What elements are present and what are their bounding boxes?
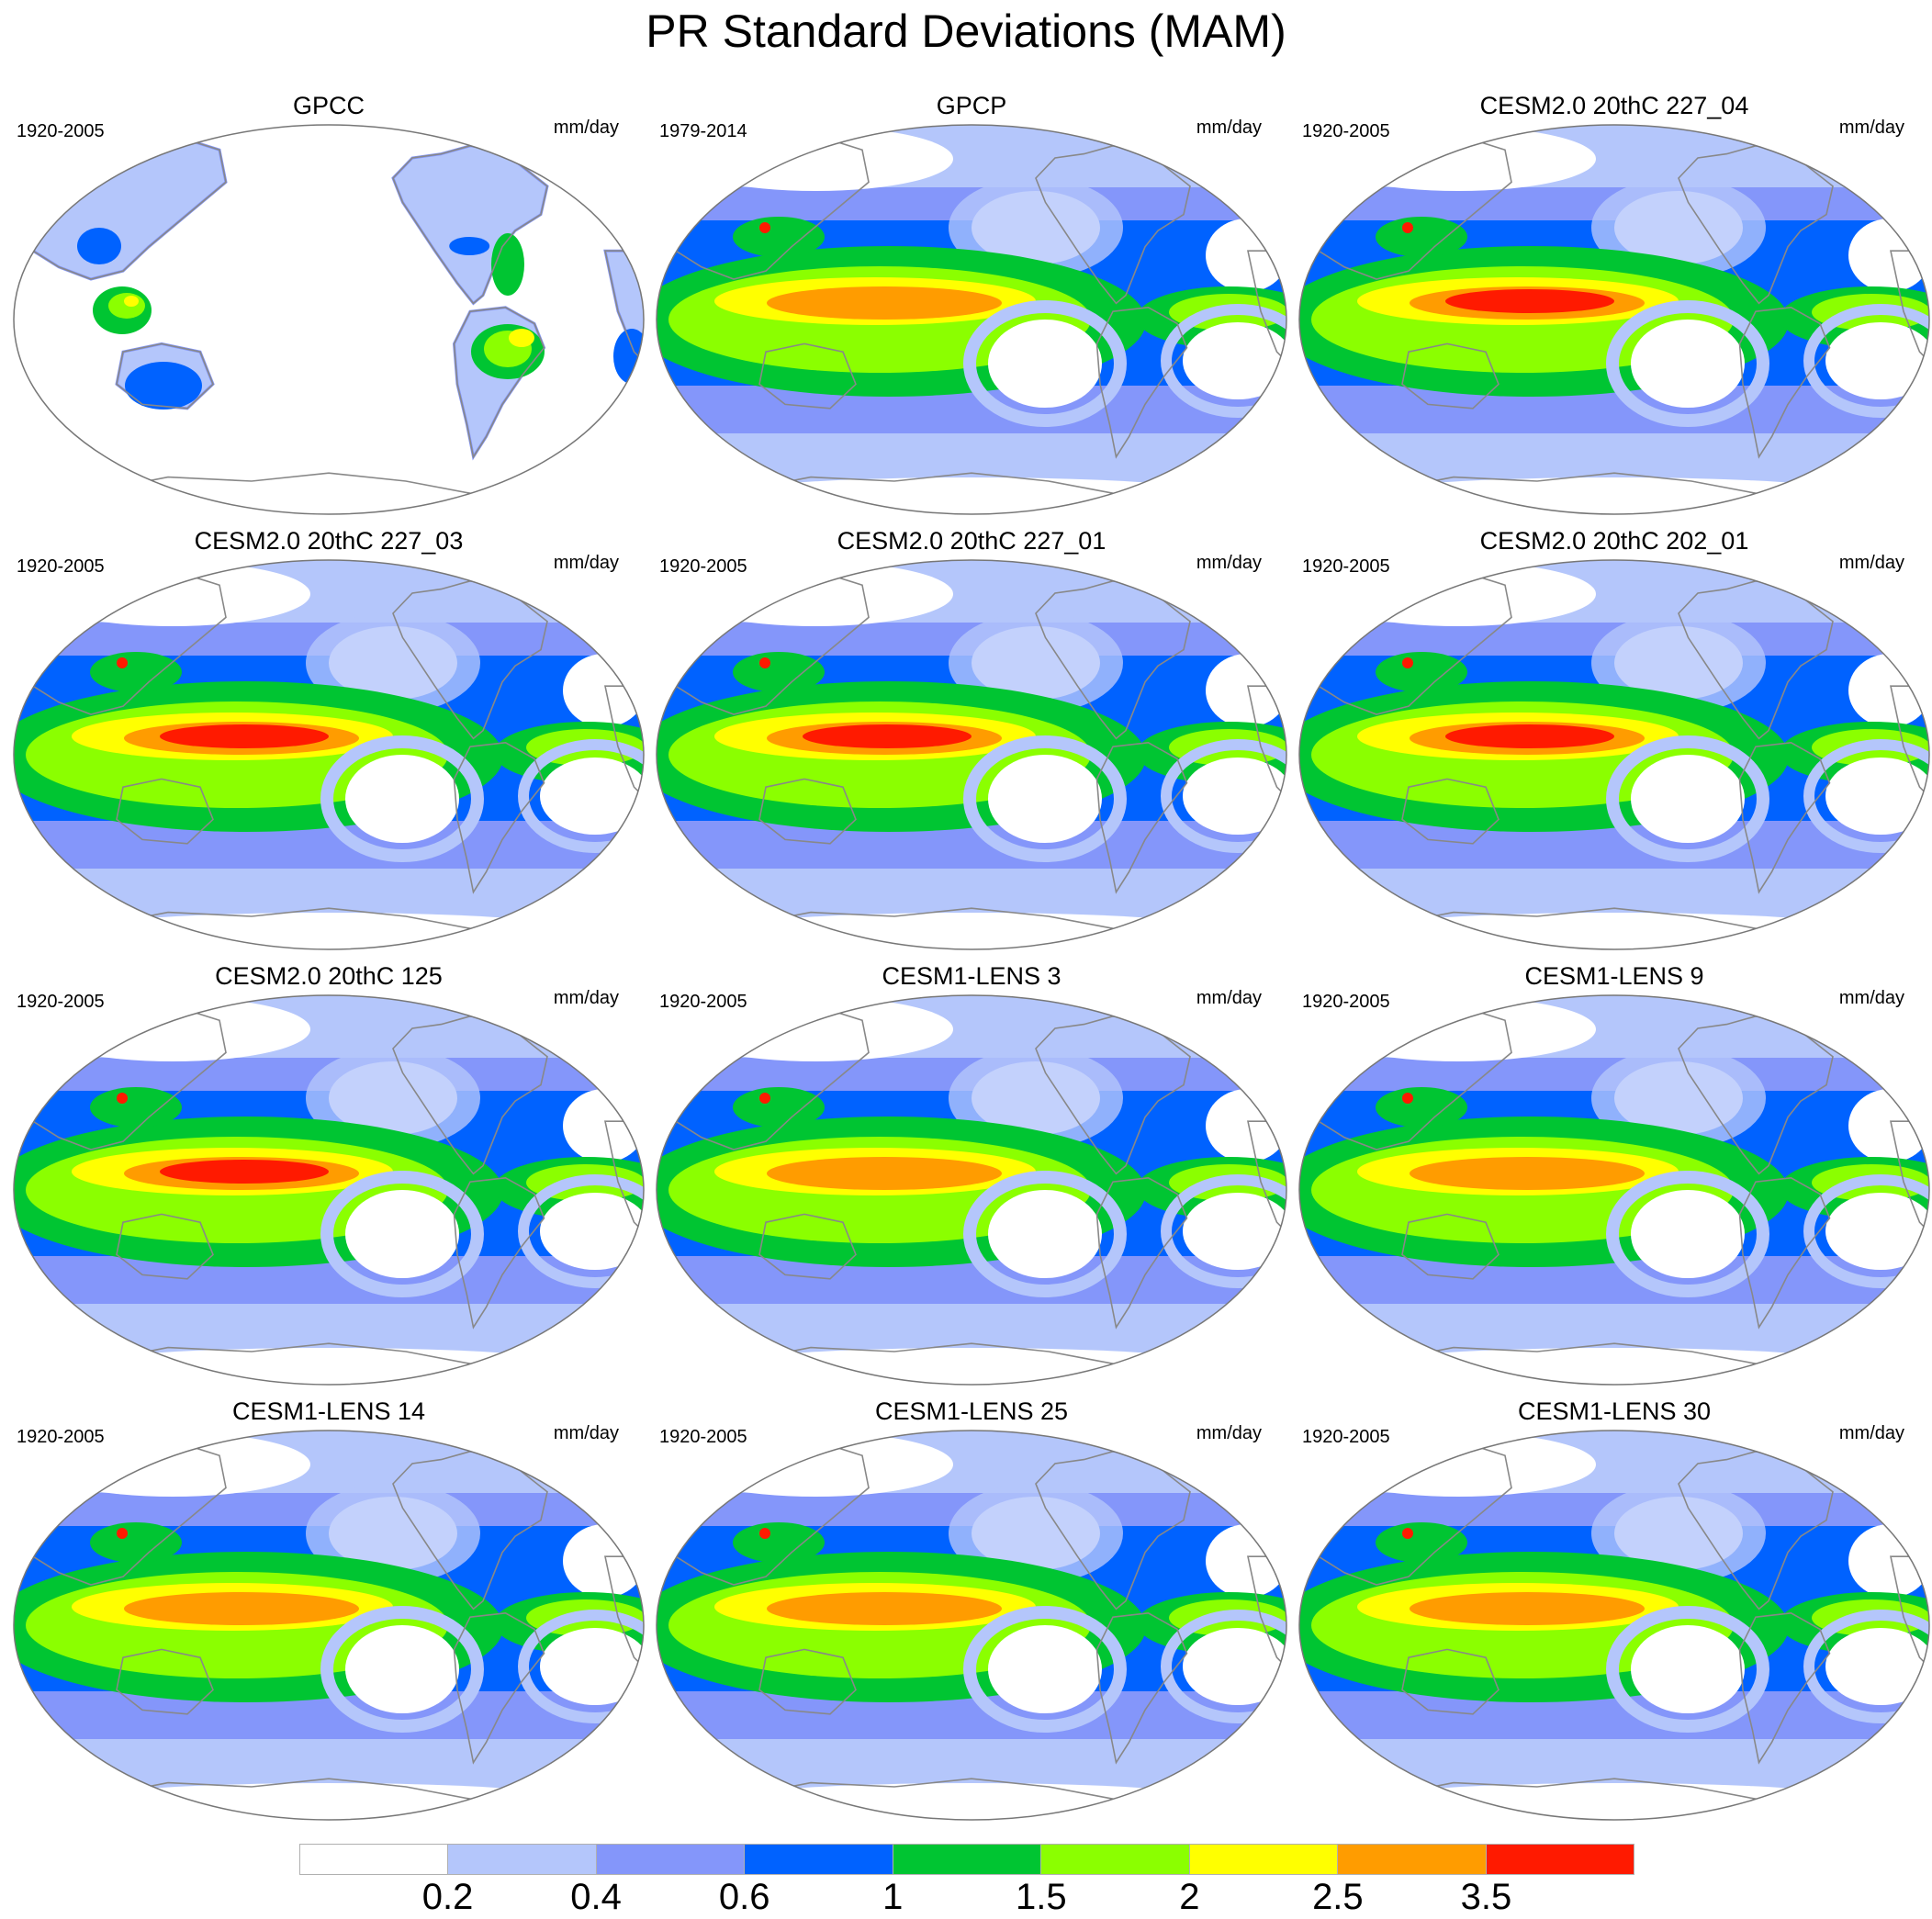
map-panel: CESM2.0 20thC 125 1920-2005 mm/day — [7, 960, 650, 1394]
panel-title: CESM1-LENS 14 — [231, 1397, 426, 1425]
precip-std-map — [13, 1430, 645, 1821]
panel-title: GPCP — [936, 92, 1007, 119]
colorbar-swatch — [1486, 1844, 1634, 1875]
precip-std-map — [656, 559, 1287, 950]
colorbar-tick-label: 1.5 — [1015, 1877, 1067, 1917]
colorbar-bins — [299, 1844, 1634, 1875]
panel-title: CESM1-LENS 30 — [1517, 1397, 1712, 1425]
precip-std-map — [1298, 559, 1930, 950]
colorbar-swatch — [596, 1844, 746, 1875]
panel-title: CESM2.0 20thC 227_03 — [194, 527, 464, 555]
precip-std-map — [1298, 994, 1930, 1386]
panel-units: mm/day — [1196, 118, 1262, 138]
colorbar-swatch — [1189, 1844, 1339, 1875]
panel-period: 1920-2005 — [1302, 1427, 1390, 1447]
map-panel: CESM2.0 20thC 227_03 1920-2005 mm/day — [7, 525, 650, 959]
panel-title: CESM2.0 20thC 227_04 — [1479, 92, 1749, 119]
colorbar-tick-label: 0.2 — [421, 1877, 474, 1917]
panel-period: 1920-2005 — [659, 1427, 747, 1447]
panel-units: mm/day — [1196, 988, 1262, 1008]
figure-title: PR Standard Deviations (MAM) — [646, 6, 1286, 57]
map-panels-grid: GPCC 1920-2005 mm/day GPCP 1979-2014 mm/day CE… — [7, 90, 1932, 1829]
colorbar-swatch — [448, 1844, 597, 1875]
map-panel: CESM2.0 20thC 227_01 1920-2005 mm/day — [650, 525, 1293, 959]
map-panel: CESM1-LENS 14 1920-2005 mm/day — [7, 1396, 650, 1829]
panel-units: mm/day — [1196, 553, 1262, 573]
colorbar-swatch — [893, 1844, 1042, 1875]
map-panel: CESM1-LENS 9 1920-2005 mm/day — [1293, 960, 1932, 1394]
panel-title: CESM2.0 20thC 202_01 — [1479, 527, 1749, 555]
panel-title: GPCC — [292, 92, 365, 119]
precip-std-map — [1298, 124, 1930, 515]
panel-period: 1920-2005 — [17, 992, 105, 1012]
map-panel: CESM2.0 20thC 202_01 1920-2005 mm/day — [1293, 525, 1932, 959]
colorbar-swatch — [745, 1844, 893, 1875]
colorbar-swatch — [1041, 1844, 1190, 1875]
colorbar-tick-label: 2 — [1179, 1877, 1200, 1917]
map-panel: CESM2.0 20thC 227_04 1920-2005 mm/day — [1293, 90, 1932, 523]
map-panel: CESM1-LENS 3 1920-2005 mm/day — [650, 960, 1293, 1394]
map-panel: CESM1-LENS 25 1920-2005 mm/day — [650, 1396, 1293, 1829]
panel-units: mm/day — [1838, 988, 1904, 1008]
panel-units: mm/day — [553, 553, 619, 573]
colorbar-tick-label: 0.6 — [718, 1877, 770, 1917]
precip-std-map — [13, 994, 645, 1386]
colorbar-swatch — [1338, 1844, 1487, 1875]
panel-units: mm/day — [1838, 1423, 1904, 1443]
panel-period: 1920-2005 — [1302, 121, 1390, 141]
panel-title: CESM2.0 20thC 125 — [215, 962, 443, 990]
panel-period: 1920-2005 — [17, 121, 105, 141]
map-panel: GPCP 1979-2014 mm/day — [650, 90, 1293, 523]
panel-period: 1920-2005 — [659, 992, 747, 1012]
panel-period: 1920-2005 — [659, 556, 747, 577]
colorbar-tick-label: 1 — [882, 1877, 904, 1917]
panel-units: mm/day — [553, 1423, 619, 1443]
colorbar-swatch — [299, 1844, 449, 1875]
panel-units: mm/day — [553, 118, 619, 138]
panel-period: 1920-2005 — [17, 1427, 105, 1447]
precip-std-map — [13, 124, 645, 515]
panel-title: CESM2.0 20thC 227_01 — [837, 527, 1106, 555]
panel-title: CESM1-LENS 25 — [874, 1397, 1069, 1425]
colorbar-legend: 0.2 0.4 0.6 1 1.5 2 2.5 3.5 — [299, 1844, 1634, 1917]
panel-units: mm/day — [553, 988, 619, 1008]
map-panel: CESM1-LENS 30 1920-2005 mm/day — [1293, 1396, 1932, 1829]
panel-period: 1920-2005 — [1302, 556, 1390, 577]
colorbar-tick-label: 2.5 — [1312, 1877, 1364, 1917]
precip-std-map — [13, 559, 645, 950]
panel-period: 1920-2005 — [1302, 992, 1390, 1012]
map-panel: GPCC 1920-2005 mm/day — [7, 90, 650, 523]
precip-std-map — [656, 124, 1287, 515]
panel-units: mm/day — [1838, 118, 1904, 138]
precip-std-map — [656, 994, 1287, 1386]
panel-title: CESM1-LENS 9 — [1524, 962, 1704, 990]
panel-title: CESM1-LENS 3 — [882, 962, 1061, 990]
panel-period: 1920-2005 — [17, 556, 105, 577]
colorbar-tick-label: 3.5 — [1460, 1877, 1512, 1917]
colorbar-tick-label: 0.4 — [570, 1877, 622, 1917]
precip-std-map — [656, 1430, 1287, 1821]
precip-std-map — [1298, 1430, 1930, 1821]
panel-units: mm/day — [1838, 553, 1904, 573]
panel-units: mm/day — [1196, 1423, 1262, 1443]
panel-period: 1979-2014 — [659, 121, 747, 141]
